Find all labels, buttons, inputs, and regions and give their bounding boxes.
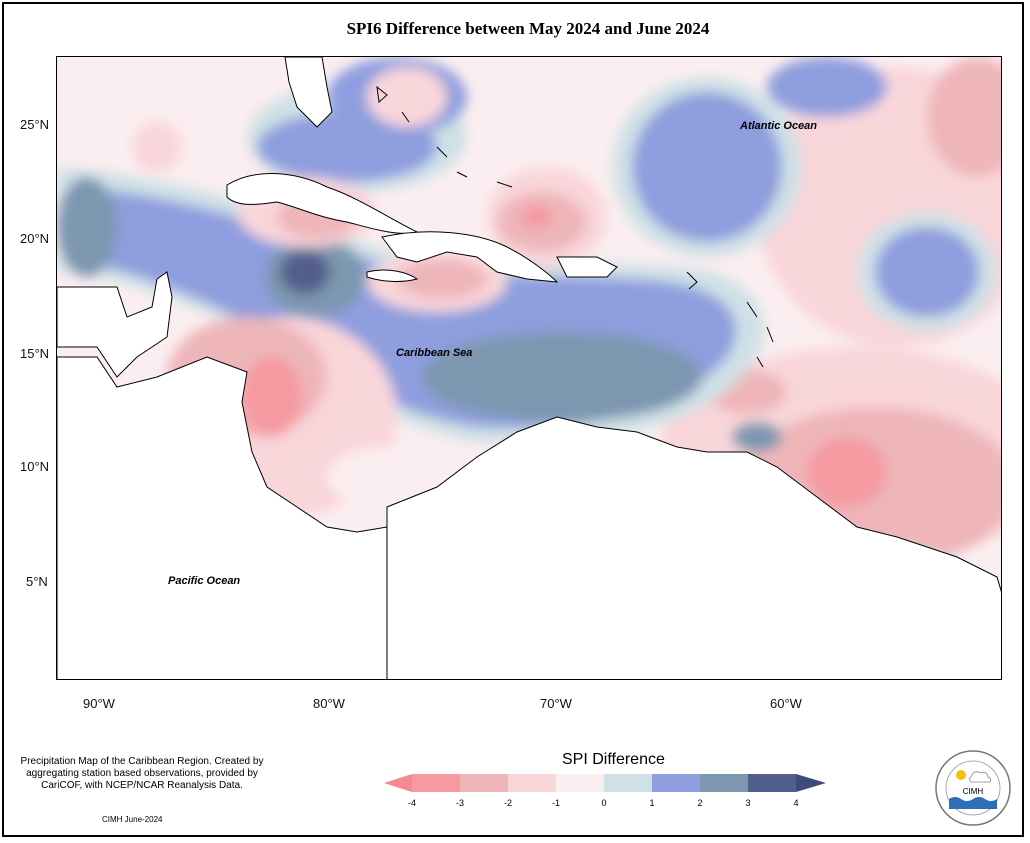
map-footnote: Precipitation Map of the Caribbean Regio… bbox=[20, 756, 264, 791]
legend-tick-label: -4 bbox=[408, 798, 416, 808]
south-america bbox=[386, 416, 1001, 679]
legend-title: SPI Difference bbox=[562, 751, 665, 768]
legend-swatch bbox=[652, 774, 700, 792]
legend-tick-label: 1 bbox=[649, 798, 654, 808]
legend-tick-label: 3 bbox=[745, 798, 750, 808]
yucatan bbox=[57, 271, 173, 378]
lat-tick: 15°N bbox=[20, 346, 50, 361]
lat-tick: 20°N bbox=[20, 231, 50, 246]
lon-tick: 80°W bbox=[313, 696, 345, 711]
credit-text: CIMH June-2024 bbox=[102, 815, 163, 824]
color-legend: -4 -3 -2 -1 0 1 2 3 4 bbox=[384, 774, 826, 808]
legend-swatch bbox=[604, 774, 652, 792]
logo-text: CIMH bbox=[963, 787, 984, 796]
legend-arrow-high bbox=[796, 774, 826, 792]
legend-arrow-low bbox=[384, 774, 412, 792]
waves-icon bbox=[949, 797, 997, 809]
lon-tick: 70°W bbox=[540, 696, 572, 711]
small-islands bbox=[376, 85, 774, 368]
cimh-logo: CIMH bbox=[935, 750, 1011, 826]
legend-tick-label: 0 bbox=[601, 798, 606, 808]
lat-tick: 25°N bbox=[20, 117, 50, 132]
caribbean-label: Caribbean Sea bbox=[396, 347, 473, 359]
pacific-label: Pacific Ocean bbox=[168, 575, 241, 587]
lat-tick: 10°N bbox=[20, 459, 50, 474]
spi-map bbox=[57, 57, 1001, 679]
cuba bbox=[226, 172, 419, 234]
puerto-rico bbox=[556, 256, 618, 278]
cloud-icon bbox=[969, 771, 992, 783]
legend-tick-label: -2 bbox=[504, 798, 512, 808]
map-title: SPI6 Difference between May 2024 and Jun… bbox=[346, 19, 710, 38]
florida bbox=[284, 57, 333, 128]
lon-tick: 90°W bbox=[83, 696, 115, 711]
legend-swatch bbox=[460, 774, 508, 792]
land-masses bbox=[57, 57, 1001, 679]
legend-swatch bbox=[748, 774, 796, 792]
legend-swatch bbox=[412, 774, 460, 792]
legend-tick-label: 2 bbox=[697, 798, 702, 808]
hispaniola bbox=[381, 231, 559, 283]
legend-tick-label: -3 bbox=[456, 798, 464, 808]
legend-tick-label: 4 bbox=[793, 798, 798, 808]
legend-tick-label: -1 bbox=[552, 798, 560, 808]
sun-icon bbox=[956, 770, 966, 780]
lon-tick: 60°W bbox=[770, 696, 802, 711]
atlantic-label: Atlantic Ocean bbox=[740, 120, 818, 132]
legend-swatch bbox=[508, 774, 556, 792]
legend-swatch bbox=[556, 774, 604, 792]
legend-swatch bbox=[700, 774, 748, 792]
lat-tick: 5°N bbox=[26, 574, 48, 589]
jamaica bbox=[366, 269, 419, 282]
map-panel bbox=[56, 56, 1002, 680]
